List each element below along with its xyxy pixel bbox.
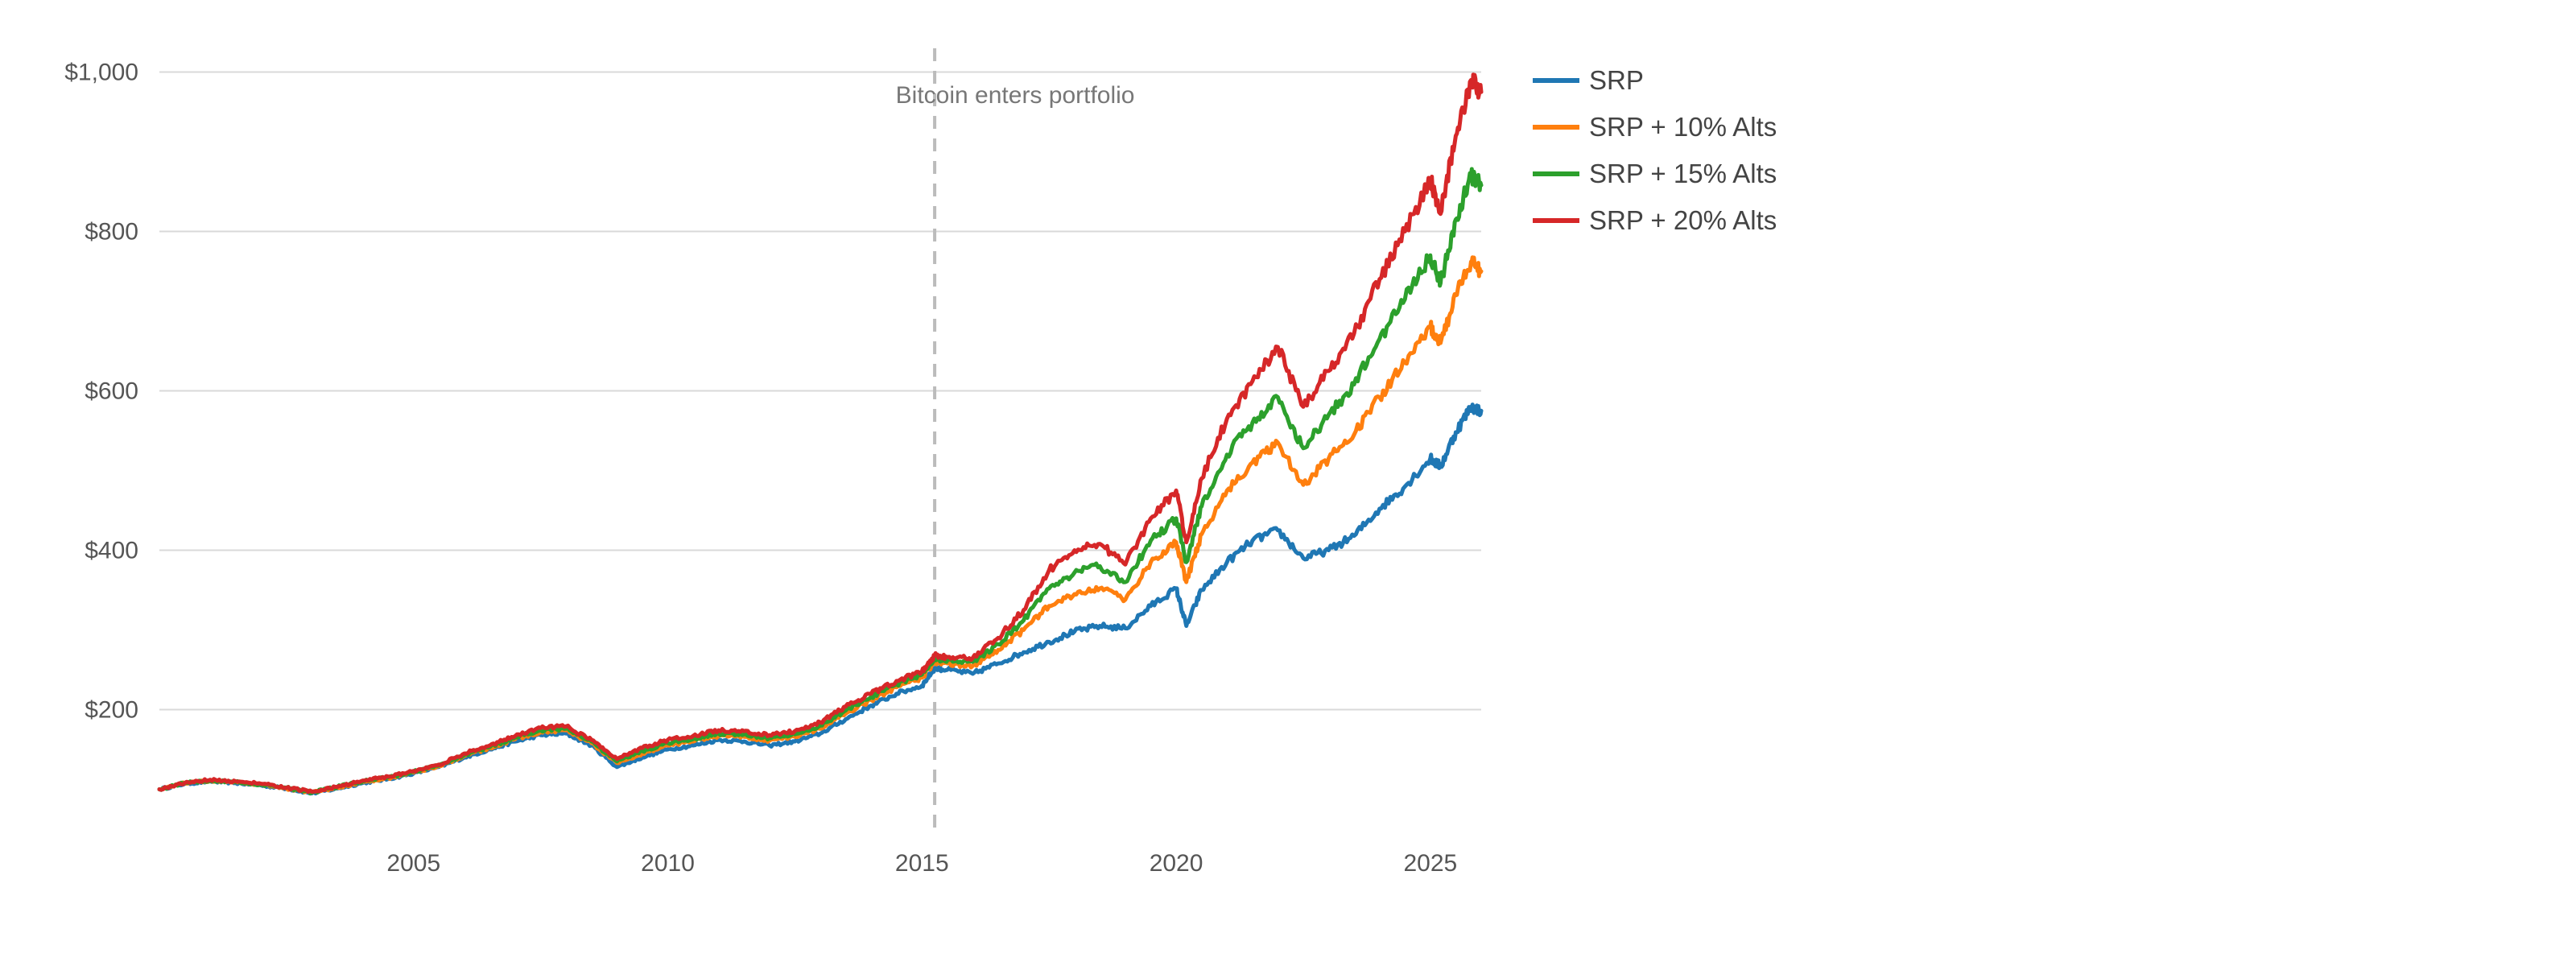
series-line-2	[157, 255, 1484, 795]
bitcoin-entry-annotation-label: Bitcoin enters portfolio	[896, 82, 1135, 109]
series-line-1	[157, 402, 1484, 796]
gridlines	[159, 71, 1481, 711]
annotation: Bitcoin enters portfolio	[896, 48, 1135, 829]
legend-label: SRP + 20% Alts	[1589, 205, 1777, 235]
x-tick-label: 2005	[386, 850, 440, 877]
x-axis-tick-labels: 2005 2010 2015 2020 2025	[386, 850, 1457, 877]
x-tick-label: 2015	[895, 850, 949, 877]
x-tick-label: 2010	[641, 850, 695, 877]
series-line-4	[157, 72, 1484, 795]
y-tick-label: $200	[85, 697, 138, 724]
y-tick-label: $1,000	[64, 60, 138, 86]
series-lines	[157, 72, 1484, 796]
series-line-3	[157, 167, 1484, 795]
legend-label: SRP + 10% Alts	[1589, 112, 1777, 142]
legend-label: SRP	[1589, 65, 1644, 95]
y-tick-label: $800	[85, 219, 138, 246]
legend: SRP SRP + 10% Alts SRP + 15% Alts SRP + 20%…	[1533, 65, 1777, 235]
y-tick-label: $600	[85, 378, 138, 405]
x-tick-label: 2025	[1403, 850, 1457, 877]
y-tick-label: $400	[85, 538, 138, 564]
legend-label: SRP + 15% Alts	[1589, 159, 1777, 188]
y-axis-tick-labels: $200 $400 $600 $800 $1,000	[64, 60, 138, 724]
x-tick-label: 2020	[1150, 850, 1203, 877]
